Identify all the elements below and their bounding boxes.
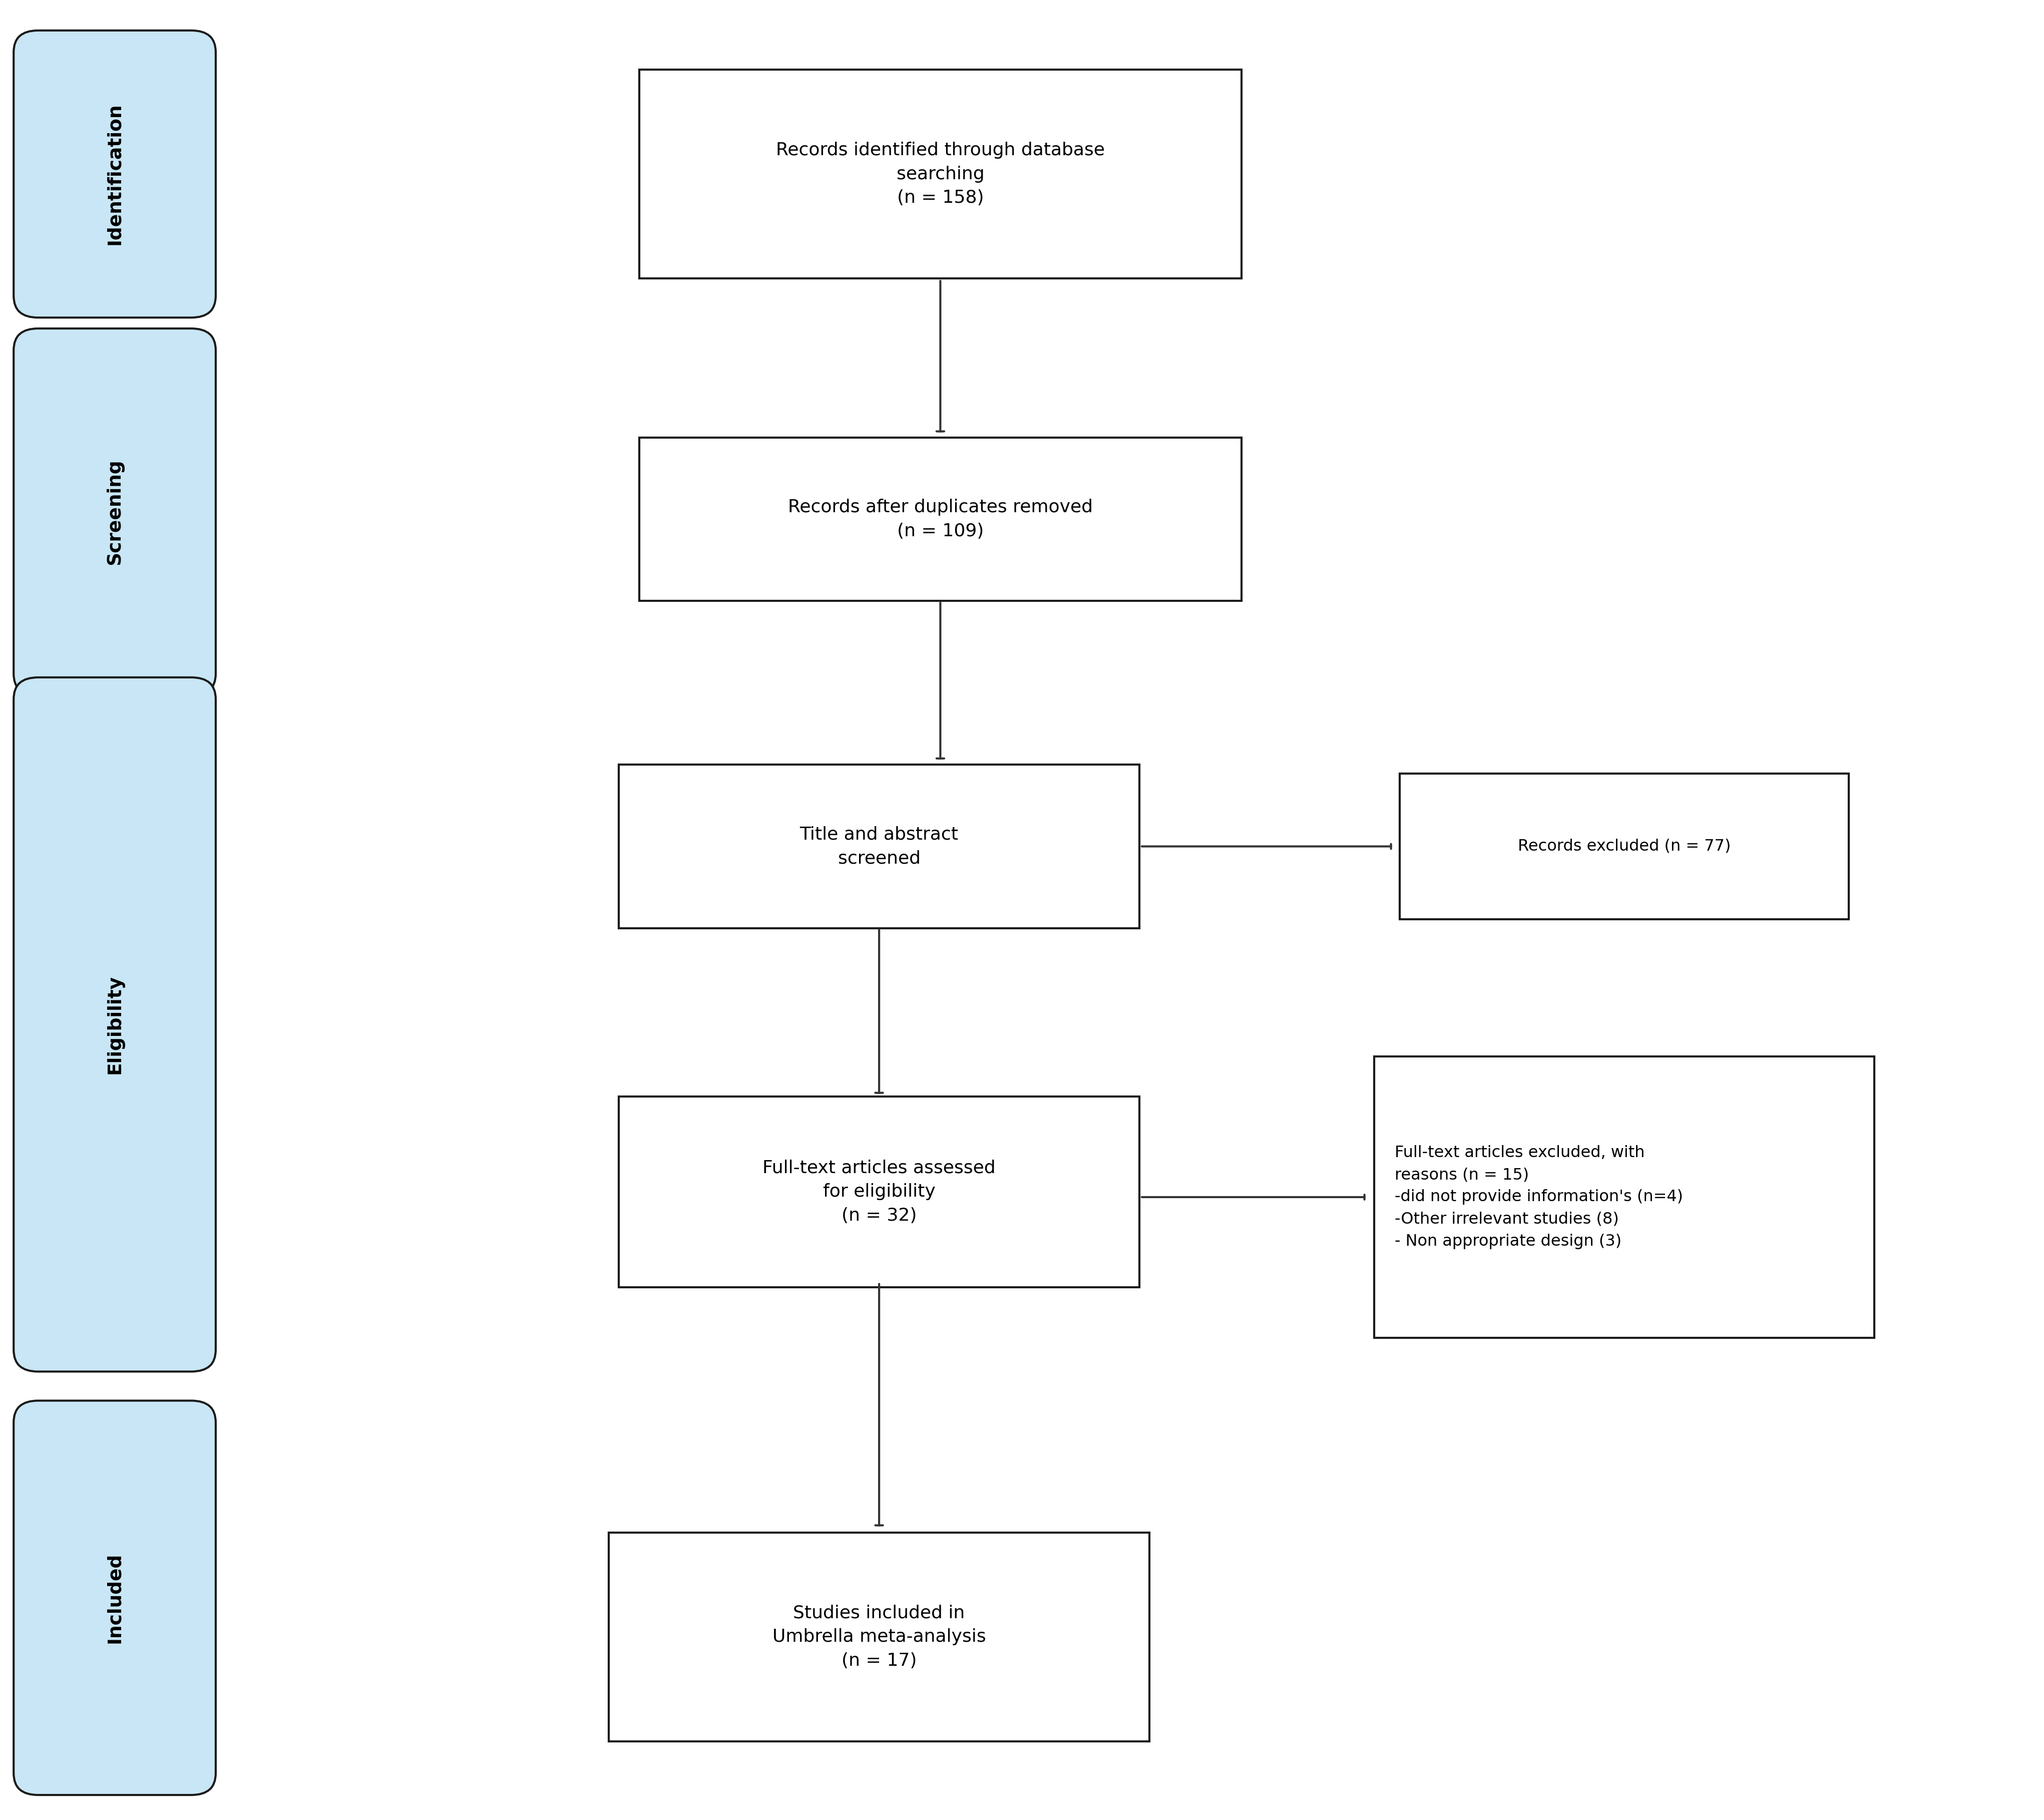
Text: Records excluded (n = 77): Records excluded (n = 77) xyxy=(1519,839,1731,854)
Text: Studies included in
Umbrella meta-analysis
(n = 17): Studies included in Umbrella meta-analys… xyxy=(773,1605,985,1669)
FancyBboxPatch shape xyxy=(14,1401,217,1795)
FancyBboxPatch shape xyxy=(14,31,217,317)
FancyBboxPatch shape xyxy=(14,328,217,695)
Text: Title and abstract
screened: Title and abstract screened xyxy=(799,826,959,866)
FancyBboxPatch shape xyxy=(619,1096,1139,1287)
FancyBboxPatch shape xyxy=(1374,1056,1874,1338)
Text: Screening: Screening xyxy=(106,459,125,564)
FancyBboxPatch shape xyxy=(640,69,1241,278)
Text: Full-text articles assessed
for eligibility
(n = 32): Full-text articles assessed for eligibil… xyxy=(762,1159,995,1225)
Text: Records identified through database
searching
(n = 158): Records identified through database sear… xyxy=(777,142,1104,206)
FancyBboxPatch shape xyxy=(609,1532,1149,1742)
FancyBboxPatch shape xyxy=(1400,774,1848,919)
Text: Identification: Identification xyxy=(106,104,125,246)
FancyBboxPatch shape xyxy=(619,764,1139,928)
FancyBboxPatch shape xyxy=(640,437,1241,601)
Text: Eligibility: Eligibility xyxy=(106,976,125,1074)
Text: Included: Included xyxy=(106,1552,125,1643)
Text: Records after duplicates removed
(n = 109): Records after duplicates removed (n = 10… xyxy=(787,499,1094,541)
Text: Full-text articles excluded, with
reasons (n = 15)
-did not provide information': Full-text articles excluded, with reason… xyxy=(1394,1145,1682,1249)
FancyBboxPatch shape xyxy=(14,677,217,1372)
